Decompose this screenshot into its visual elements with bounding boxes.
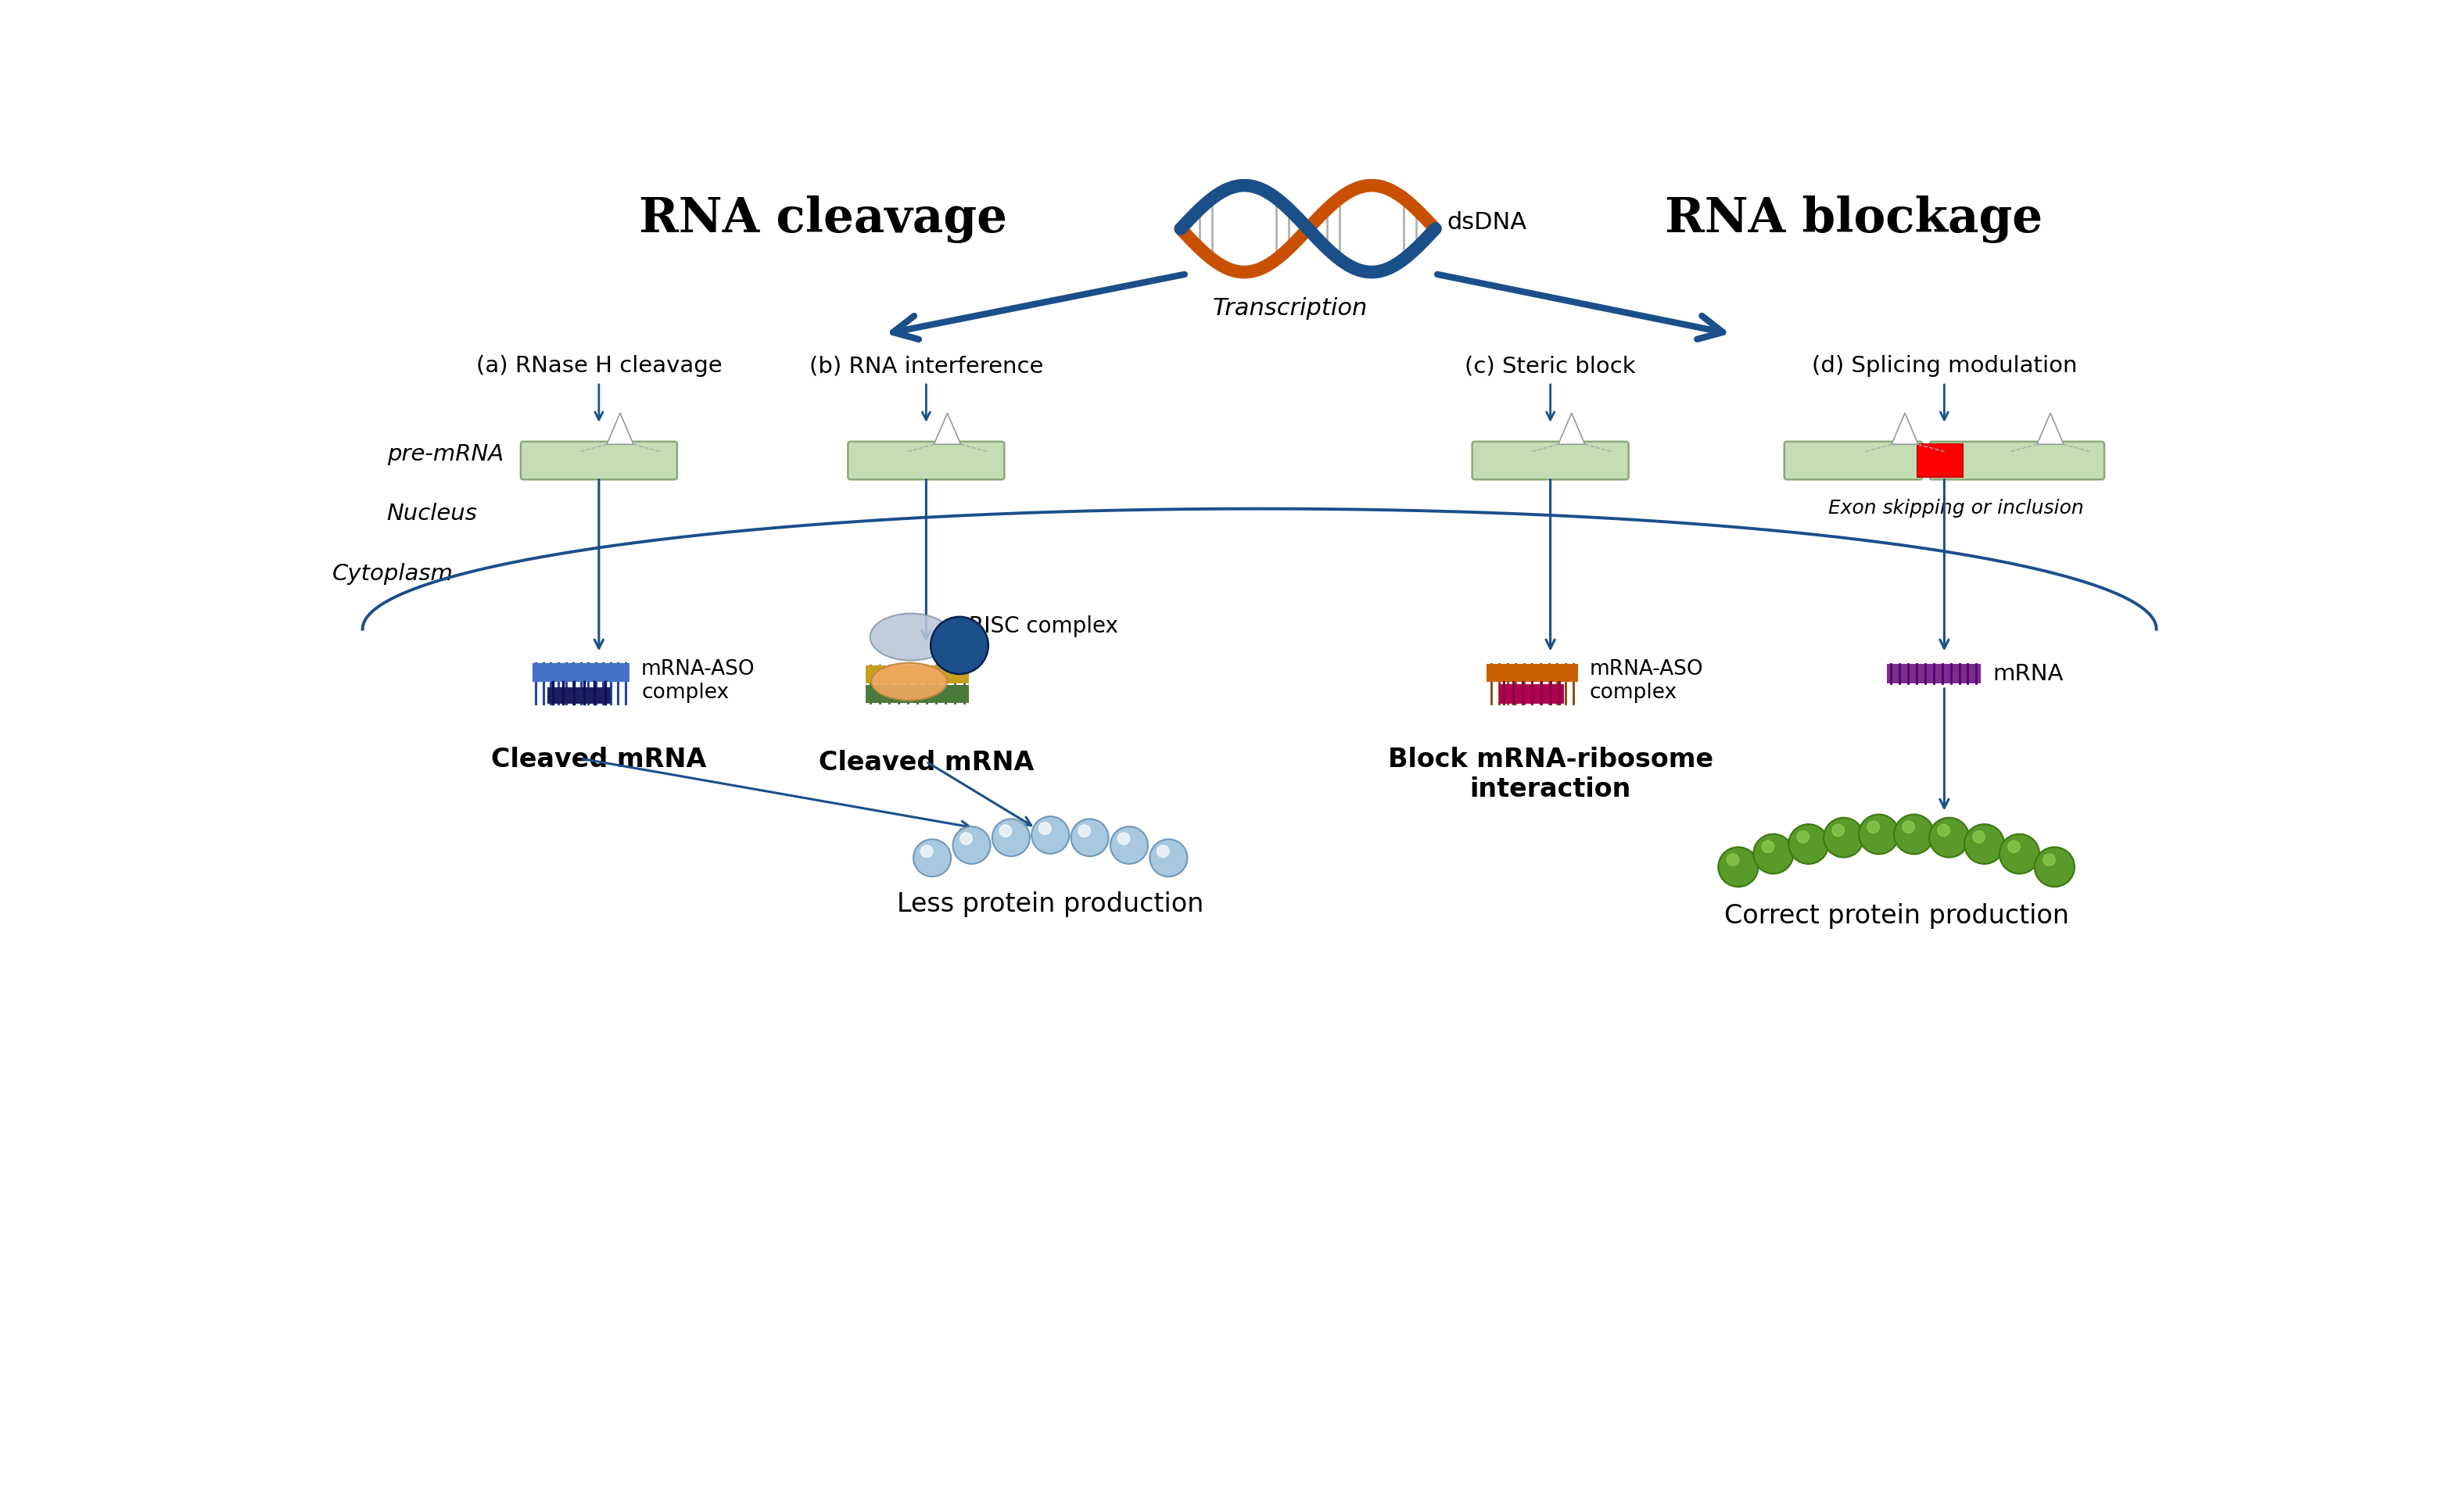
Circle shape (954, 827, 991, 864)
Circle shape (1796, 831, 1809, 843)
FancyBboxPatch shape (1929, 441, 2104, 480)
Text: Cytoplasm: Cytoplasm (333, 564, 453, 585)
Bar (547, 686, 611, 704)
Text: RNA cleavage: RNA cleavage (638, 196, 1008, 244)
Text: (a) RNase H cleavage: (a) RNase H cleavage (476, 356, 722, 377)
Bar (1887, 664, 1981, 683)
Circle shape (1895, 815, 1934, 854)
Circle shape (1974, 831, 1986, 843)
Polygon shape (2038, 413, 2065, 444)
Circle shape (1998, 834, 2040, 873)
Circle shape (1119, 833, 1131, 845)
Circle shape (922, 845, 934, 857)
Text: (c) Steric block: (c) Steric block (1466, 356, 1636, 377)
Circle shape (1823, 818, 1863, 858)
Text: mRNA-ASO
complex: mRNA-ASO complex (1589, 659, 1703, 703)
Bar (1486, 664, 1577, 682)
Circle shape (1000, 825, 1013, 837)
Circle shape (1762, 840, 1774, 852)
Text: pre-mRNA: pre-mRNA (387, 444, 503, 465)
Circle shape (1032, 816, 1069, 854)
Circle shape (1789, 824, 1828, 864)
Polygon shape (934, 413, 961, 444)
Text: (b) RNA interference: (b) RNA interference (808, 356, 1042, 377)
Circle shape (1079, 825, 1092, 837)
Text: Cleaved mRNA: Cleaved mRNA (818, 749, 1035, 776)
Text: RISC complex: RISC complex (968, 614, 1119, 637)
Circle shape (2043, 854, 2055, 866)
Circle shape (2035, 848, 2075, 887)
Text: Nucleus: Nucleus (387, 502, 478, 525)
Circle shape (1040, 822, 1052, 834)
Circle shape (961, 833, 973, 845)
Circle shape (914, 839, 951, 876)
FancyBboxPatch shape (520, 441, 678, 480)
Circle shape (993, 819, 1030, 857)
Bar (1917, 444, 1961, 477)
Text: RNA blockage: RNA blockage (1666, 196, 2043, 244)
Circle shape (1858, 815, 1900, 854)
Circle shape (1727, 854, 1740, 866)
Text: Exon skipping or inclusion: Exon skipping or inclusion (1828, 498, 2085, 517)
Text: Cleaved mRNA: Cleaved mRNA (490, 746, 707, 773)
Polygon shape (1892, 413, 1917, 444)
Circle shape (1929, 818, 1969, 858)
Text: dsDNA: dsDNA (1446, 211, 1528, 235)
Text: (d) Splicing modulation: (d) Splicing modulation (1811, 356, 2077, 377)
Text: Less protein production: Less protein production (897, 891, 1205, 916)
Bar (532, 662, 628, 682)
Circle shape (1151, 839, 1188, 876)
Circle shape (1868, 821, 1880, 833)
Circle shape (1964, 824, 2003, 864)
Polygon shape (1557, 413, 1584, 444)
Text: mRNA-ASO
complex: mRNA-ASO complex (641, 659, 754, 703)
Circle shape (1158, 845, 1170, 857)
Text: Correct protein production: Correct protein production (1725, 903, 2070, 928)
Bar (1498, 685, 1565, 704)
Ellipse shape (870, 613, 951, 661)
Bar (865, 665, 968, 683)
Ellipse shape (872, 662, 946, 700)
Text: Block mRNA-ribosome
interaction: Block mRNA-ribosome interaction (1387, 746, 1712, 803)
Polygon shape (606, 413, 633, 444)
Circle shape (1072, 819, 1109, 857)
Bar (865, 685, 968, 703)
Circle shape (1754, 834, 1794, 873)
Circle shape (2008, 840, 2020, 852)
Circle shape (1717, 848, 1759, 887)
Circle shape (1833, 824, 1843, 836)
FancyBboxPatch shape (1471, 441, 1629, 480)
FancyBboxPatch shape (848, 441, 1005, 480)
Circle shape (1937, 824, 1949, 836)
Ellipse shape (931, 617, 988, 674)
Text: Transcription: Transcription (1212, 298, 1368, 320)
Text: mRNA: mRNA (1993, 662, 2062, 685)
Circle shape (1902, 821, 1915, 833)
FancyBboxPatch shape (1784, 441, 1922, 480)
Circle shape (1111, 827, 1148, 864)
